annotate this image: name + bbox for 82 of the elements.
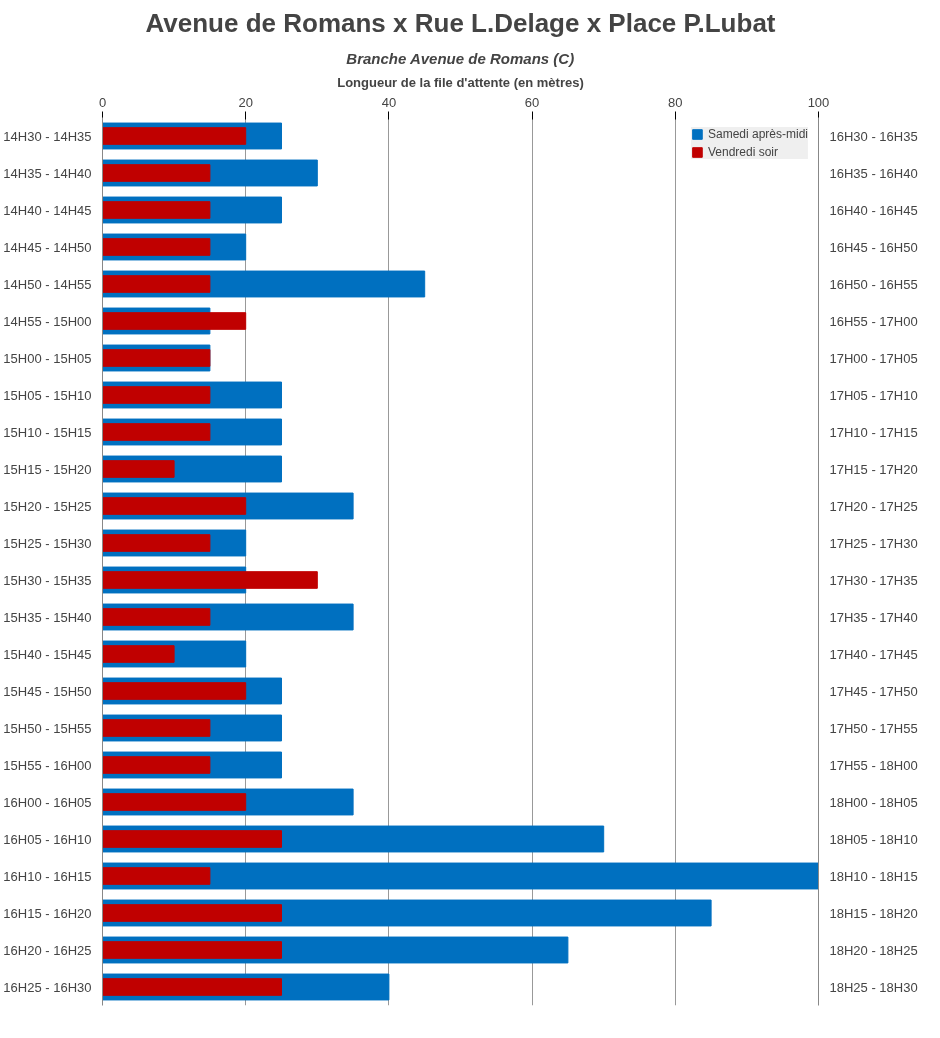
- y-tick-label: 15H00 - 15H05: [3, 350, 92, 366]
- bar: [102, 386, 211, 404]
- bar: [102, 793, 247, 811]
- x-tick-label: 80: [668, 94, 683, 110]
- x-axis-title: Longueur de la file d'attente (en mètres): [337, 74, 584, 90]
- y-tick-label: 15H10 - 15H15: [3, 424, 92, 440]
- bar: [102, 756, 211, 774]
- y2-tick-label: 17H50 - 17H55: [829, 720, 918, 736]
- y2-tick-label: 17H00 - 17H05: [829, 350, 918, 366]
- y2-tick-label: 18H10 - 18H15: [829, 868, 918, 884]
- x-tick-label: 0: [98, 94, 107, 110]
- y2-tick-label: 17H40 - 17H45: [829, 646, 918, 662]
- y2-tick-label: 18H15 - 18H20: [829, 905, 918, 921]
- bar: [102, 941, 282, 959]
- bar: [102, 608, 211, 626]
- y2-tick-label: 17H15 - 17H20: [829, 461, 918, 477]
- bar: [102, 719, 211, 737]
- bar: [102, 867, 211, 885]
- y2-tick-label: 16H35 - 16H40: [829, 165, 918, 181]
- x-tick-label: 100: [807, 94, 830, 110]
- bar: [102, 312, 247, 330]
- y-tick-label: 16H20 - 16H25: [3, 942, 92, 958]
- y-tick-label: 15H30 - 15H35: [3, 572, 92, 588]
- y-tick-label: 14H40 - 14H45: [3, 202, 92, 218]
- y2-tick-label: 17H10 - 17H15: [829, 424, 918, 440]
- y2-tick-label: 18H20 - 18H25: [829, 942, 918, 958]
- y-tick-label: 14H30 - 14H35: [3, 128, 92, 144]
- y-tick-label: 16H10 - 16H15: [3, 868, 92, 884]
- y-tick-label: 15H20 - 15H25: [3, 498, 92, 514]
- y2-tick-label: 16H40 - 16H45: [829, 202, 918, 218]
- chart-subtitle: Branche Avenue de Romans (C): [346, 49, 575, 67]
- y2-tick-label: 17H05 - 17H10: [829, 387, 918, 403]
- y-tick-label: 15H25 - 15H30: [3, 535, 92, 551]
- y-tick-label: 15H35 - 15H40: [3, 609, 92, 625]
- y2-tick-label: 17H35 - 17H40: [829, 609, 918, 625]
- chart-title: Avenue de Romans x Rue L.Delage x Place P.Lubat: [145, 7, 776, 38]
- bar: [102, 497, 247, 515]
- x-tick-label: 60: [524, 94, 540, 110]
- bar: [102, 978, 282, 996]
- bar: [102, 460, 175, 478]
- y-tick-label: 16H05 - 16H10: [3, 831, 92, 847]
- x-tick-label: 40: [381, 94, 397, 110]
- y2-tick-label: 16H30 - 16H35: [829, 128, 918, 144]
- y-tick-label: 14H35 - 14H40: [3, 165, 92, 181]
- y2-tick-label: 16H55 - 17H00: [829, 313, 918, 329]
- bar: [102, 275, 211, 293]
- y-tick-label: 15H55 - 16H00: [3, 757, 92, 773]
- bar: [102, 238, 211, 256]
- bar: [102, 645, 175, 663]
- y-tick-label: 14H55 - 15H00: [3, 313, 92, 329]
- bar: [102, 682, 247, 700]
- bar: [102, 201, 211, 219]
- y2-tick-label: 17H45 - 17H50: [829, 683, 918, 699]
- y2-tick-label: 16H50 - 16H55: [829, 276, 918, 292]
- y2-tick-label: 16H45 - 16H50: [829, 239, 918, 255]
- y2-tick-label: 17H55 - 18H00: [829, 757, 918, 773]
- legend-label: Samedi après-midi: [707, 127, 808, 141]
- y-tick-label: 16H15 - 16H20: [3, 905, 92, 921]
- bar: [102, 571, 318, 589]
- bar: [102, 904, 282, 922]
- bar: [102, 830, 282, 848]
- y-tick-label: 15H40 - 15H45: [3, 646, 92, 662]
- y-tick-label: 15H15 - 15H20: [3, 461, 92, 477]
- y-tick-label: 15H05 - 15H10: [3, 387, 92, 403]
- x-tick-label: 20: [238, 94, 253, 110]
- legend-label: Vendredi soir: [707, 145, 778, 159]
- y-tick-label: 15H50 - 15H55: [3, 720, 92, 736]
- bar: [102, 423, 211, 441]
- y2-tick-label: 18H25 - 18H30: [829, 979, 918, 995]
- y-tick-label: 16H25 - 16H30: [3, 979, 92, 995]
- y2-tick-label: 18H00 - 18H05: [829, 794, 918, 810]
- bar: [102, 127, 247, 145]
- y-tick-label: 16H00 - 16H05: [3, 794, 92, 810]
- y2-tick-label: 17H25 - 17H30: [829, 535, 918, 551]
- y2-tick-label: 18H05 - 18H10: [829, 831, 918, 847]
- bar: [102, 534, 211, 552]
- y2-tick-label: 17H20 - 17H25: [829, 498, 918, 514]
- y-tick-label: 14H45 - 14H50: [3, 239, 92, 255]
- y2-tick-label: 17H30 - 17H35: [829, 572, 918, 588]
- y-tick-label: 14H50 - 14H55: [3, 276, 92, 292]
- y-tick-label: 15H45 - 15H50: [3, 683, 92, 699]
- bar: [102, 164, 211, 182]
